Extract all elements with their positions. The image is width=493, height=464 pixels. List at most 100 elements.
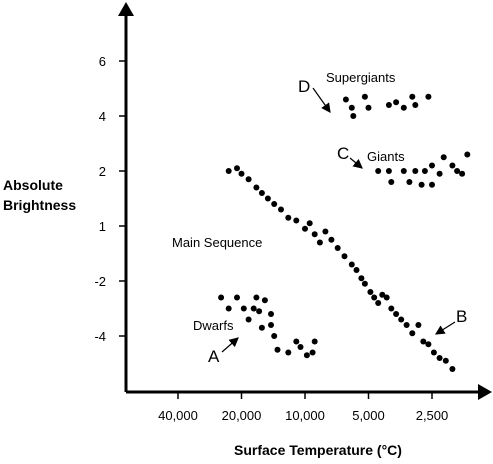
dwarfs-point xyxy=(274,346,281,353)
y-tick-label: 6 xyxy=(99,54,106,69)
giants-point xyxy=(412,168,419,174)
giants-point xyxy=(449,162,456,169)
supergiants-point xyxy=(348,104,355,111)
main-sequence-point xyxy=(420,338,427,345)
main-sequence-point xyxy=(383,294,390,301)
supergiants-point xyxy=(342,96,349,103)
main-sequence-point xyxy=(225,168,232,174)
main-sequence-point xyxy=(436,355,443,361)
dwarfs-point xyxy=(303,352,310,359)
main-sequence-point xyxy=(264,195,271,202)
main-sequence-point xyxy=(388,305,395,312)
main-sequence-point xyxy=(293,217,300,224)
marker-d: D xyxy=(298,77,310,96)
main-sequence-point xyxy=(430,349,437,356)
dwarfs-point xyxy=(245,316,252,323)
supergiants-point xyxy=(365,104,372,111)
dwarfs-point xyxy=(268,311,274,317)
y-tick-label: 4 xyxy=(99,109,106,124)
supergiants-point xyxy=(393,99,400,106)
y-tick-label: -2 xyxy=(94,274,106,289)
main-sequence-point xyxy=(316,239,323,246)
giants-point xyxy=(429,181,435,188)
dwarfs-point xyxy=(293,338,300,345)
main-sequence-point xyxy=(278,206,284,213)
dwarfs-point xyxy=(309,349,316,356)
main-sequence-point xyxy=(361,280,368,287)
x-axis-ticks: 40,000 20,000 10,000 5,000 2,500 xyxy=(158,392,448,423)
giants-point xyxy=(400,168,407,174)
marker-c: C xyxy=(337,144,349,163)
x-tick-label: 40,000 xyxy=(158,408,198,423)
main-sequence-point xyxy=(348,261,355,268)
main-sequence-point xyxy=(322,228,329,235)
main-sequence-point xyxy=(375,300,382,306)
dwarfs-point xyxy=(250,305,257,312)
giants-point xyxy=(436,170,443,177)
x-tick-label: 5,000 xyxy=(352,408,385,423)
label-dwarfs: Dwarfs xyxy=(193,318,234,333)
supergiants-point xyxy=(425,93,432,100)
supergiants-point xyxy=(361,93,368,100)
dwarfs-point xyxy=(234,294,240,301)
label-giants: Giants xyxy=(367,149,405,164)
arrow-d-icon xyxy=(312,87,331,113)
data-points xyxy=(218,93,471,372)
y-axis-arrow-icon xyxy=(118,2,134,16)
main-sequence-point xyxy=(353,267,360,273)
dwarfs-point xyxy=(311,338,318,345)
giants-point xyxy=(459,170,466,177)
main-sequence-point xyxy=(367,289,374,295)
main-sequence-point xyxy=(398,316,405,323)
main-sequence-point xyxy=(371,294,378,301)
dwarfs-point xyxy=(271,333,278,339)
dwarfs-point xyxy=(285,349,292,356)
main-sequence-point xyxy=(245,176,252,183)
x-axis-title: Surface Temperature (°C) xyxy=(234,442,402,458)
x-tick-label: 2,500 xyxy=(416,408,449,423)
supergiants-point xyxy=(412,102,419,108)
arrow-a-icon xyxy=(221,337,239,353)
main-sequence-point xyxy=(425,341,432,348)
main-sequence-point xyxy=(403,322,410,328)
main-sequence-point xyxy=(311,231,318,238)
y-tick-label: 2 xyxy=(99,164,106,179)
dwarfs-point xyxy=(268,322,274,328)
giants-point xyxy=(421,168,428,174)
dwarfs-point xyxy=(253,294,260,301)
marker-a: A xyxy=(208,347,220,366)
main-sequence-point xyxy=(253,184,260,191)
x-tick-label: 20,000 xyxy=(222,408,262,423)
main-sequence-point xyxy=(415,322,422,328)
marker-b: B xyxy=(456,307,467,326)
dwarfs-point xyxy=(225,305,232,312)
giants-point xyxy=(388,179,395,185)
arrow-c-icon xyxy=(349,157,363,169)
main-sequence-point xyxy=(234,165,240,172)
dwarfs-point xyxy=(261,297,268,304)
y-axis-title-line2: Brightness xyxy=(3,197,76,213)
main-sequence-point xyxy=(285,214,292,221)
main-sequence-point xyxy=(358,275,365,282)
main-sequence-point xyxy=(306,220,313,227)
arrow-b-icon xyxy=(434,321,456,335)
main-sequence-point xyxy=(328,236,335,243)
x-tick-label: 10,000 xyxy=(285,408,325,423)
main-sequence-point xyxy=(393,311,400,317)
giants-point xyxy=(418,181,425,188)
main-sequence-point xyxy=(302,225,308,232)
giants-point xyxy=(454,168,461,174)
giants-point xyxy=(440,154,447,161)
dwarfs-point xyxy=(240,305,247,312)
main-sequence-point xyxy=(409,330,416,337)
giants-point xyxy=(406,179,413,185)
supergiants-point xyxy=(350,113,357,119)
main-sequence-point xyxy=(271,201,278,207)
main-sequence-point xyxy=(258,190,265,196)
main-sequence-point xyxy=(238,170,245,177)
dwarfs-point xyxy=(256,308,263,315)
main-sequence-point xyxy=(442,357,449,364)
giants-point xyxy=(375,168,382,174)
dwarfs-point xyxy=(297,344,304,350)
